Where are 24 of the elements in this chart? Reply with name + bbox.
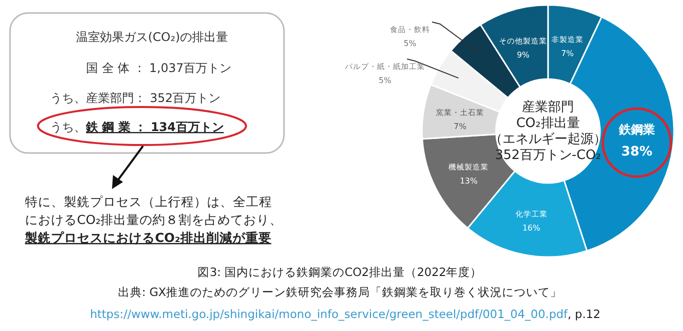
- text: 特に、製銑プロセス（上行程）は、全工程: [25, 194, 272, 209]
- data-label: 38%: [621, 144, 652, 160]
- text: うち、産業部門： 352百万トン: [50, 91, 221, 105]
- text: 国 全 体 ： 1,037百万トン: [86, 61, 232, 75]
- slice-label: 鉄鋼業: [618, 122, 655, 137]
- data-label: 7%: [561, 49, 574, 58]
- text: CO₂排出量: [516, 116, 580, 131]
- text: https://www.meti.go.jp/shingikai/mono_info_service/green_steel/pdf/001_04_00.pdf: [90, 307, 569, 321]
- data-label: 13%: [460, 176, 478, 186]
- text: におけるCO₂排出量の約８割を占めており、: [25, 212, 283, 227]
- data-label: 5%: [378, 76, 392, 85]
- text: （エネルギー起源）: [490, 132, 606, 147]
- text: , p.12: [568, 307, 600, 321]
- text: 鉄 鋼 業 ： 134百万トン: [85, 120, 224, 134]
- data-label: 5%: [404, 39, 417, 48]
- text: 温室効果ガス(CO₂)の排出量: [76, 30, 228, 44]
- text: うち、: [50, 120, 86, 134]
- data-label: 7%: [454, 122, 467, 132]
- source-note: 出典: GX推進のためのグリーン鉄研究会事務局「鉄鋼業を取り巻く状況について」: [118, 285, 562, 299]
- data-label: 16%: [522, 223, 541, 232]
- text: 製銑プロセスにおけるCO₂排出削減が重要: [24, 230, 272, 245]
- text: 図3: 国内における鉄鋼業のCO2排出量（2022年度）: [198, 265, 482, 279]
- text: 産業部門: [522, 99, 574, 115]
- data-label: 9%: [516, 50, 530, 60]
